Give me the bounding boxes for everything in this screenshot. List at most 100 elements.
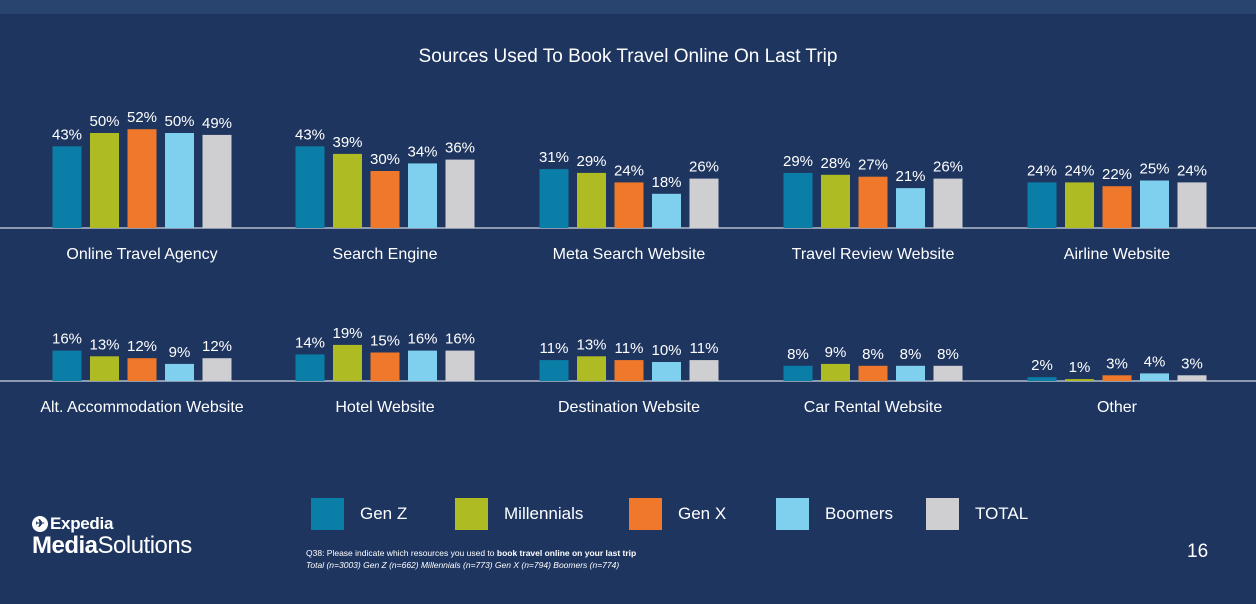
data-label-search-engine-millennials: 39% [332, 134, 362, 151]
category-label-alt-accommodation-website: Alt. Accommodation Website [40, 399, 243, 416]
data-label-alt-accommodation-website-boomers: 9% [169, 344, 191, 361]
footnote: Q38: Please indicate which resources you… [306, 547, 636, 571]
bar-airline-website-gen-z [1027, 182, 1057, 228]
bar-destination-website-boomers [652, 362, 681, 381]
data-label-search-engine-boomers: 34% [407, 143, 437, 160]
legend-label-millennials: Millennials [504, 504, 584, 523]
category-label-search-engine: Search Engine [333, 246, 438, 263]
bar-car-rental-website-total [933, 365, 963, 381]
bar-alt-accommodation-website-gen-z [52, 350, 82, 381]
category-label-car-rental-website: Car Rental Website [804, 399, 943, 416]
data-label-alt-accommodation-website-total: 12% [202, 338, 232, 355]
data-label-alt-accommodation-website-gen-z: 16% [52, 331, 82, 348]
data-label-search-engine-gen-z: 43% [295, 126, 325, 143]
bar-destination-website-gen-z [539, 360, 569, 381]
category-label-airline-website: Airline Website [1064, 246, 1171, 263]
legend-swatch-boomers [776, 498, 809, 530]
bar-car-rental-website-millennials [821, 363, 850, 381]
legend-swatch-millennials [455, 498, 488, 530]
data-label-search-engine-gen-x: 30% [370, 151, 400, 168]
data-label-destination-website-total: 11% [690, 340, 719, 357]
bar-travel-review-website-gen-x [858, 176, 888, 228]
bar-alt-accommodation-website-boomers [165, 363, 194, 381]
bar-alt-accommodation-website-gen-x [127, 358, 157, 381]
data-label-meta-search-website-gen-z: 31% [539, 149, 569, 166]
bar-search-engine-total [445, 159, 475, 228]
data-label-travel-review-website-gen-x: 27% [858, 157, 888, 174]
bar-airline-website-millennials [1065, 182, 1094, 228]
bar-hotel-website-boomers [408, 350, 437, 381]
legend-label-total: TOTAL [975, 504, 1029, 523]
legend-item-gen-z: Gen Z [311, 497, 407, 531]
footnote-question: Q38: Please indicate which resources you… [306, 548, 637, 558]
bar-destination-website-gen-x [614, 360, 644, 381]
data-label-meta-search-website-gen-x: 24% [614, 162, 644, 179]
data-label-car-rental-website-boomers: 8% [900, 346, 922, 363]
data-label-destination-website-boomers: 10% [651, 342, 681, 359]
legend-label-gen-z: Gen Z [360, 504, 408, 523]
bar-other-gen-x [1102, 375, 1132, 381]
data-label-online-travel-agency-gen-z: 43% [52, 126, 82, 143]
data-label-meta-search-website-total: 26% [689, 159, 719, 176]
bar-car-rental-website-gen-x [858, 365, 888, 381]
bar-meta-search-website-gen-x [614, 182, 644, 228]
logo-media: Media [32, 532, 98, 559]
category-label-travel-review-website: Travel Review Website [792, 246, 955, 263]
data-label-destination-website-millennials: 13% [576, 336, 606, 353]
bar-search-engine-gen-z [295, 146, 325, 228]
bar-destination-website-millennials [577, 356, 606, 381]
bar-airline-website-gen-x [1102, 186, 1132, 228]
data-label-other-gen-x: 3% [1106, 355, 1128, 372]
bar-other-total [1177, 375, 1207, 381]
category-label-online-travel-agency: Online Travel Agency [66, 246, 217, 263]
data-label-airline-website-total: 24% [1177, 162, 1207, 179]
logo-brand: Expedia [50, 514, 114, 533]
data-label-other-gen-z: 2% [1031, 357, 1053, 374]
bar-other-gen-z [1027, 377, 1057, 381]
bar-online-travel-agency-boomers [165, 133, 194, 228]
legend-item-millennials: Millennials [455, 497, 583, 531]
data-label-airline-website-millennials: 24% [1064, 162, 1094, 179]
legend-item-boomers: Boomers [776, 497, 893, 531]
data-label-airline-website-gen-x: 22% [1102, 166, 1132, 183]
data-label-hotel-website-gen-x: 15% [370, 333, 400, 350]
data-label-travel-review-website-millennials: 28% [820, 155, 850, 172]
data-label-other-boomers: 4% [1144, 353, 1166, 370]
data-label-online-travel-agency-boomers: 50% [164, 113, 194, 130]
data-label-alt-accommodation-website-millennials: 13% [89, 336, 119, 353]
data-label-meta-search-website-boomers: 18% [651, 174, 681, 191]
bar-travel-review-website-millennials [821, 174, 850, 228]
category-label-destination-website: Destination Website [558, 399, 700, 416]
data-label-online-travel-agency-millennials: 50% [89, 113, 119, 130]
data-label-other-millennials: 1% [1069, 359, 1091, 376]
legend-item-gen-x: Gen X [629, 497, 726, 531]
bar-online-travel-agency-gen-z [52, 146, 82, 228]
bar-hotel-website-gen-z [295, 354, 325, 381]
bar-other-boomers [1140, 373, 1169, 381]
bar-meta-search-website-millennials [577, 172, 606, 228]
page-number: 16 [1187, 541, 1209, 562]
data-label-search-engine-total: 36% [445, 140, 475, 157]
bar-search-engine-gen-x [370, 171, 400, 228]
bar-online-travel-agency-millennials [90, 133, 119, 228]
data-label-destination-website-gen-x: 11% [615, 340, 644, 357]
data-label-airline-website-gen-z: 24% [1027, 162, 1057, 179]
data-label-travel-review-website-gen-z: 29% [783, 153, 813, 170]
bar-alt-accommodation-website-total [202, 358, 232, 381]
data-label-meta-search-website-millennials: 29% [576, 153, 606, 170]
legend: Gen Z Millennials Gen X Boomers TOTAL [0, 497, 1256, 531]
bar-travel-review-website-total [933, 178, 963, 228]
legend-item-total: TOTAL [926, 497, 1028, 531]
bar-travel-review-website-boomers [896, 188, 925, 228]
data-label-hotel-website-boomers: 16% [407, 331, 437, 348]
bar-meta-search-website-gen-z [539, 169, 569, 228]
data-label-online-travel-agency-gen-x: 52% [127, 109, 157, 126]
legend-label-boomers: Boomers [825, 504, 894, 523]
category-label-meta-search-website: Meta Search Website [553, 246, 706, 263]
category-label-other: Other [1097, 399, 1138, 416]
bar-airline-website-boomers [1140, 180, 1169, 228]
bar-travel-review-website-gen-z [783, 172, 813, 228]
data-label-hotel-website-total: 16% [445, 331, 475, 348]
data-label-travel-review-website-total: 26% [933, 159, 963, 176]
bar-meta-search-website-boomers [652, 193, 681, 228]
